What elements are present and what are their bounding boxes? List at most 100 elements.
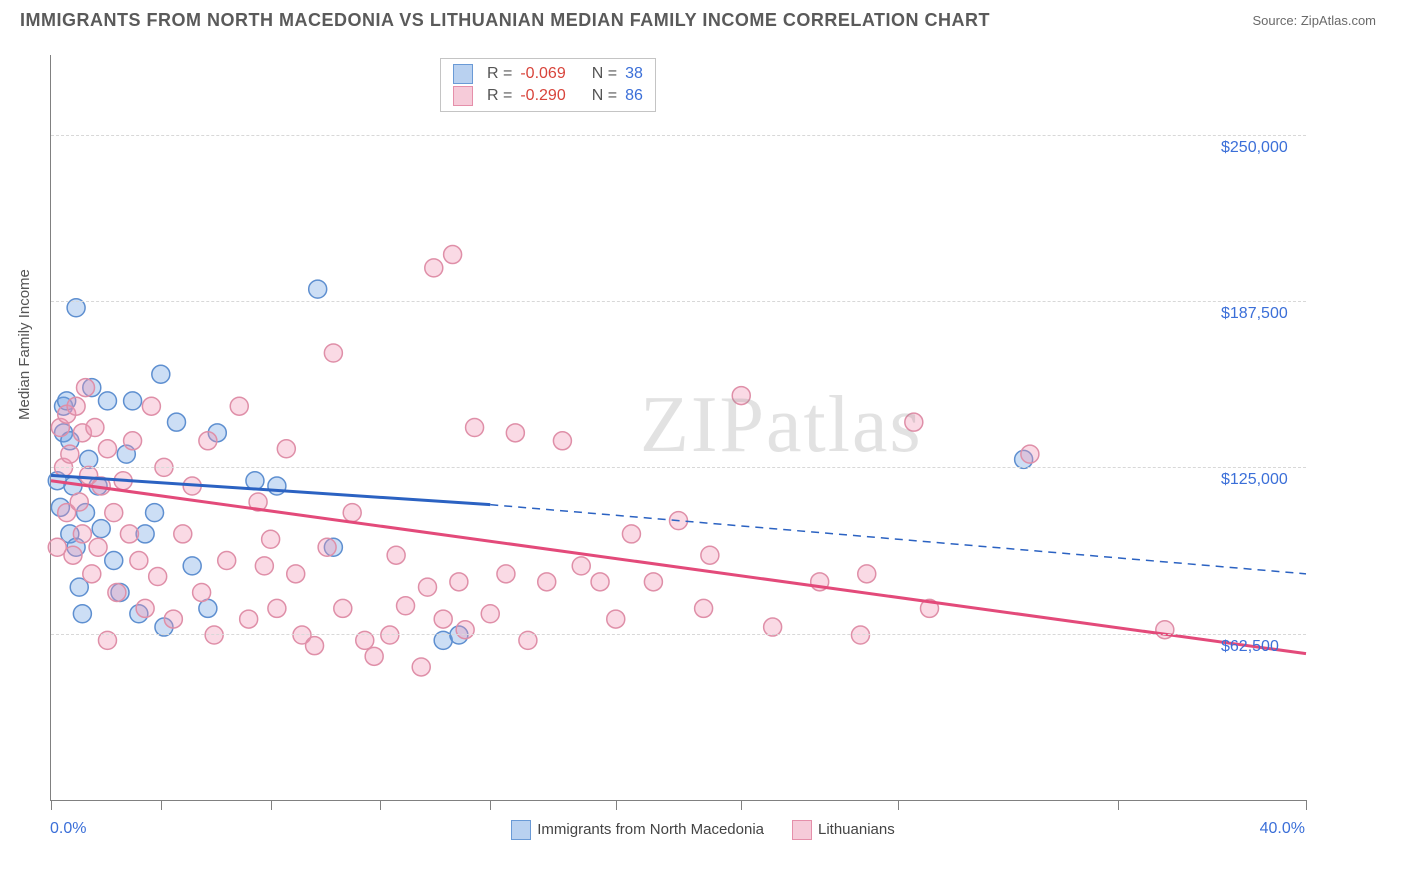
- data-point-lithuanians: [218, 552, 236, 570]
- series-legend-item-lithuanians: Lithuanians: [792, 820, 895, 840]
- data-point-lithuanians: [434, 610, 452, 628]
- x-tick: [616, 800, 617, 810]
- x-tick: [898, 800, 899, 810]
- data-point-lithuanians: [450, 573, 468, 591]
- data-point-lithuanians: [205, 626, 223, 644]
- series-label: Lithuanians: [818, 821, 895, 838]
- series-label: Immigrants from North Macedonia: [537, 821, 764, 838]
- legend-swatch-icon: [511, 820, 531, 840]
- data-point-lithuanians: [732, 387, 750, 405]
- series-legend-item-macedonia: Immigrants from North Macedonia: [511, 820, 764, 840]
- x-tick: [490, 800, 491, 810]
- data-point-macedonia: [309, 280, 327, 298]
- r-value: -0.069: [520, 65, 565, 83]
- data-point-lithuanians: [695, 599, 713, 617]
- data-point-lithuanians: [553, 432, 571, 450]
- data-point-lithuanians: [130, 552, 148, 570]
- data-point-lithuanians: [174, 525, 192, 543]
- chart-svg: [51, 55, 1306, 800]
- data-point-macedonia: [168, 413, 186, 431]
- data-point-lithuanians: [701, 546, 719, 564]
- data-point-lithuanians: [397, 597, 415, 615]
- n-value: 38: [625, 65, 643, 83]
- data-point-lithuanians: [287, 565, 305, 583]
- y-tick-label: $187,500: [1221, 305, 1288, 323]
- x-tick: [161, 800, 162, 810]
- data-point-lithuanians: [193, 583, 211, 601]
- r-label: R =: [487, 65, 512, 83]
- legend-swatch-icon: [792, 820, 812, 840]
- source-label: Source: ZipAtlas.com: [1252, 13, 1376, 28]
- gridline: [51, 135, 1306, 136]
- data-point-lithuanians: [120, 525, 138, 543]
- legend-row-lithuanians: R =-0.290N =86: [453, 85, 643, 107]
- r-value: -0.290: [520, 87, 565, 105]
- data-point-lithuanians: [83, 565, 101, 583]
- data-point-macedonia: [92, 520, 110, 538]
- correlation-legend: R = -0.069 N = 38 R =-0.290N =86: [440, 58, 656, 112]
- x-tick: [51, 800, 52, 810]
- data-point-lithuanians: [381, 626, 399, 644]
- y-tick-label: $125,000: [1221, 471, 1288, 489]
- x-tick: [380, 800, 381, 810]
- data-point-lithuanians: [73, 525, 91, 543]
- y-tick-label: $250,000: [1221, 139, 1288, 157]
- chart-title: IMMIGRANTS FROM NORTH MACEDONIA VS LITHU…: [20, 10, 990, 31]
- gridline: [51, 634, 1306, 635]
- legend-row-macedonia: R = -0.069 N = 38: [453, 63, 643, 85]
- data-point-lithuanians: [199, 432, 217, 450]
- data-point-lithuanians: [905, 413, 923, 431]
- data-point-lithuanians: [324, 344, 342, 362]
- data-point-lithuanians: [334, 599, 352, 617]
- data-point-lithuanians: [105, 504, 123, 522]
- data-point-lithuanians: [591, 573, 609, 591]
- data-point-lithuanians: [387, 546, 405, 564]
- data-point-lithuanians: [277, 440, 295, 458]
- data-point-macedonia: [98, 392, 116, 410]
- data-point-macedonia: [105, 552, 123, 570]
- data-point-lithuanians: [89, 538, 107, 556]
- data-point-lithuanians: [481, 605, 499, 623]
- data-point-macedonia: [246, 472, 264, 490]
- data-point-lithuanians: [1021, 445, 1039, 463]
- data-point-lithuanians: [255, 557, 273, 575]
- data-point-lithuanians: [164, 610, 182, 628]
- data-point-lithuanians: [425, 259, 443, 277]
- data-point-lithuanians: [497, 565, 515, 583]
- data-point-lithuanians: [98, 440, 116, 458]
- data-point-lithuanians: [456, 621, 474, 639]
- data-point-lithuanians: [343, 504, 361, 522]
- n-value: 86: [625, 87, 643, 105]
- data-point-lithuanians: [572, 557, 590, 575]
- data-point-lithuanians: [268, 599, 286, 617]
- data-point-lithuanians: [466, 419, 484, 437]
- gridline: [51, 467, 1306, 468]
- data-point-lithuanians: [108, 583, 126, 601]
- data-point-macedonia: [146, 504, 164, 522]
- data-point-lithuanians: [86, 419, 104, 437]
- data-point-lithuanians: [70, 493, 88, 511]
- data-point-macedonia: [152, 365, 170, 383]
- data-point-lithuanians: [318, 538, 336, 556]
- data-point-lithuanians: [412, 658, 430, 676]
- y-axis-label: Median Family Income: [16, 269, 33, 420]
- data-point-lithuanians: [142, 397, 160, 415]
- data-point-lithuanians: [64, 546, 82, 564]
- x-tick: [271, 800, 272, 810]
- data-point-lithuanians: [230, 397, 248, 415]
- x-tick: [1118, 800, 1119, 810]
- data-point-lithuanians: [136, 599, 154, 617]
- data-point-lithuanians: [644, 573, 662, 591]
- data-point-lithuanians: [607, 610, 625, 628]
- header: IMMIGRANTS FROM NORTH MACEDONIA VS LITHU…: [0, 0, 1406, 35]
- data-point-lithuanians: [622, 525, 640, 543]
- data-point-lithuanians: [306, 637, 324, 655]
- series-legend: Immigrants from North Macedonia Lithuania…: [0, 820, 1406, 840]
- data-point-macedonia: [183, 557, 201, 575]
- data-point-lithuanians: [149, 568, 167, 586]
- legend-swatch-icon: [453, 86, 473, 106]
- n-label: N =: [592, 65, 617, 83]
- x-tick: [741, 800, 742, 810]
- data-point-lithuanians: [851, 626, 869, 644]
- data-point-lithuanians: [240, 610, 258, 628]
